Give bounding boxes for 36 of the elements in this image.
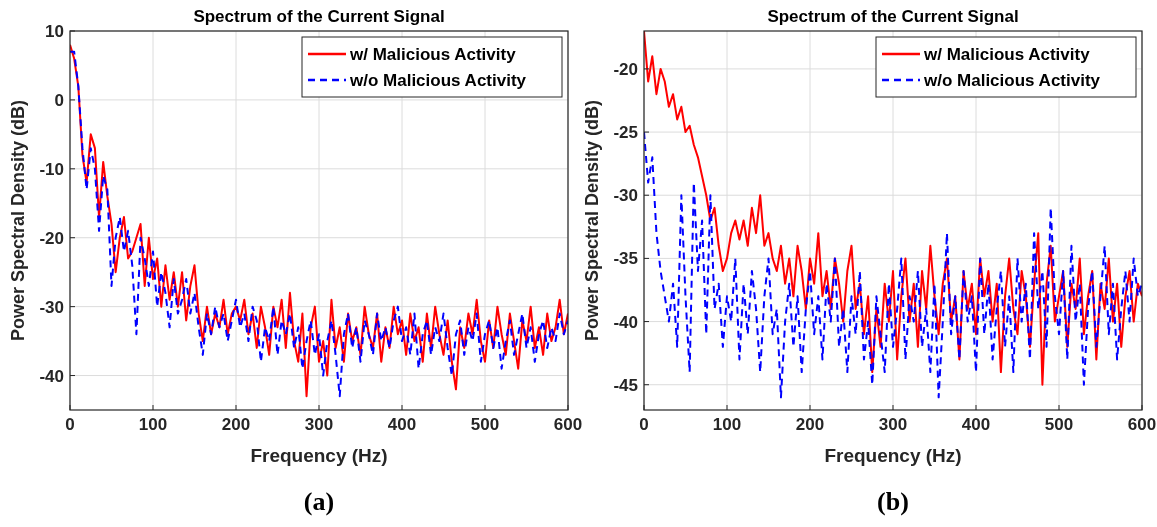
text: (b) bbox=[877, 487, 909, 516]
y-tick-label: -40 bbox=[613, 312, 638, 332]
legend-label: w/o Malicious Activity bbox=[349, 71, 527, 90]
y-tick-label: -20 bbox=[39, 228, 64, 248]
x-tick-label: 300 bbox=[304, 415, 334, 434]
y-tick-label: -45 bbox=[613, 375, 638, 395]
x-axis-title: Frequency (Hz) bbox=[824, 445, 962, 466]
y-tick-label: -40 bbox=[39, 366, 64, 386]
legend-label: w/o Malicious Activity bbox=[923, 71, 1101, 90]
y-tick-label: 10 bbox=[45, 22, 64, 41]
y-tick-label: -35 bbox=[613, 249, 638, 269]
x-tick-label: 100 bbox=[712, 415, 742, 434]
x-tick-label: 300 bbox=[878, 415, 908, 434]
legend-label: w/ Malicious Activity bbox=[349, 45, 517, 64]
x-axis-title: Frequency (Hz) bbox=[250, 445, 388, 466]
y-tick-label: -30 bbox=[39, 297, 64, 317]
y-tick-label: -20 bbox=[613, 59, 638, 79]
y-tick-label: -25 bbox=[613, 123, 638, 143]
x-tick-label: 400 bbox=[961, 415, 991, 434]
y-axis-title: Power Spectral Density (dB) bbox=[8, 99, 28, 342]
y-tick-label: 0 bbox=[54, 90, 64, 110]
x-tick-label: 400 bbox=[387, 415, 417, 434]
x-tick-label: 500 bbox=[1044, 415, 1074, 434]
chart-title: Spectrum of the Current Signal bbox=[767, 7, 1019, 26]
legend-label: w/ Malicious Activity bbox=[923, 45, 1091, 64]
x-tick-label: 200 bbox=[795, 415, 825, 434]
y-axis-title: Power Spectral Density (dB) bbox=[582, 99, 602, 342]
x-tick-label: 600 bbox=[1127, 415, 1157, 434]
x-tick-label: 100 bbox=[138, 415, 168, 434]
x-tick-label: 200 bbox=[221, 415, 251, 434]
text: (a) bbox=[303, 487, 335, 516]
chart-title: Spectrum of the Current Signal bbox=[193, 7, 445, 26]
y-tick-label: -10 bbox=[39, 159, 64, 179]
x-tick-label: 500 bbox=[470, 415, 500, 434]
y-tick-label: -30 bbox=[613, 186, 638, 206]
x-tick-label: 600 bbox=[553, 415, 583, 434]
